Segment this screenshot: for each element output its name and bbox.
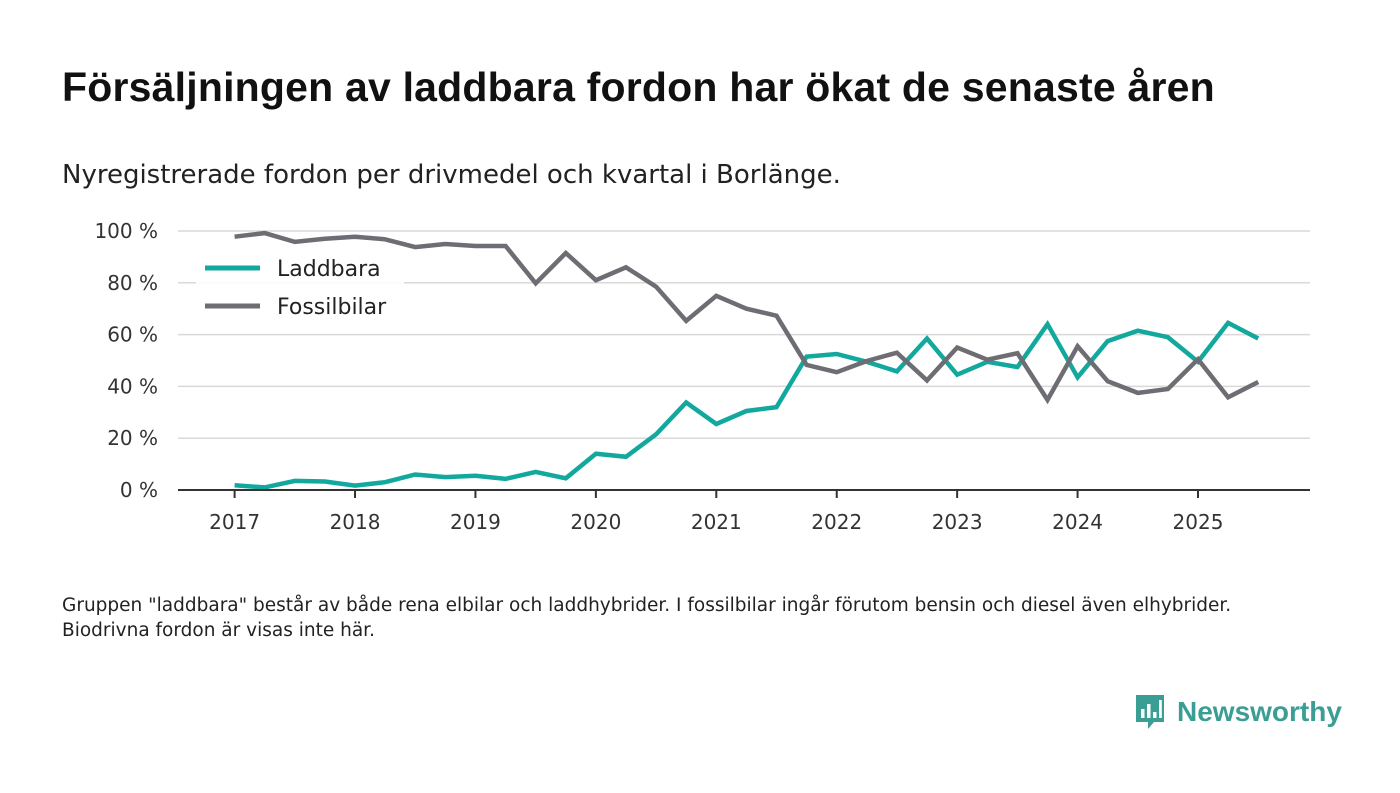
x-tick-label: 2025 [1173,510,1224,534]
footnote: Gruppen "laddbara" består av både rena e… [62,595,1232,641]
y-tick-label: 0 % [120,478,158,502]
x-tick-label: 2019 [450,510,501,534]
line-chart: 0 % 20 % 40 % 60 % 80 % 100 % 2017 2018 2019 202… [94,219,1310,534]
y-tick-labels: 0 % 20 % 40 % 60 % 80 % 100 % [94,219,158,502]
x-tick-label: 2024 [1052,510,1103,534]
brand-logo[interactable]: Newsworthy [1133,692,1342,732]
y-tick-label: 80 % [107,271,158,295]
y-tick-label: 40 % [107,374,158,398]
x-tick-label: 2017 [209,510,260,534]
x-tick-label: 2022 [811,510,862,534]
legend-label-fossilbilar: Fossilbilar [277,295,387,320]
brand-name: Newsworthy [1177,696,1342,727]
x-tick-label: 2020 [570,510,621,534]
y-tick-label: 60 % [107,323,158,347]
legend: Laddbara Fossilbilar [196,248,404,326]
series-line-laddbara [234,319,1260,490]
x-tick-labels: 2017 2018 2019 2020 2021 2022 2023 2024 2025 [209,510,1223,534]
legend-label-laddbara: Laddbara [277,257,381,282]
y-tick-label: 20 % [107,426,158,450]
series-lines [234,230,1260,490]
chart-title: Försäljningen av laddbara fordon har öka… [62,64,1215,110]
x-tick-label: 2018 [330,510,381,534]
series-line-fossilbilar [234,230,1260,405]
x-tick-label: 2023 [932,510,983,534]
y-tick-label: 100 % [94,219,158,243]
x-axis [178,489,1310,498]
x-tick-label: 2021 [691,510,742,534]
legend-background [196,248,404,326]
chart-subtitle: Nyregistrerade fordon per drivmedel och … [62,160,841,190]
newsworthy-chat-bar-icon [1136,695,1164,729]
